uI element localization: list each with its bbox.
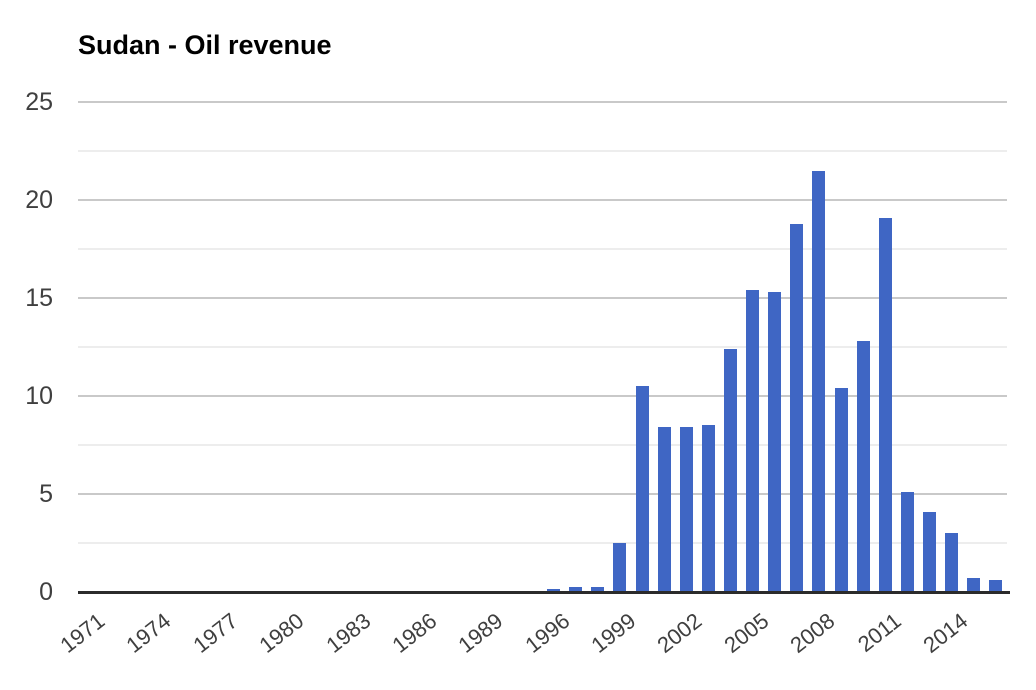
bar-2014 <box>945 533 959 592</box>
x-axis-tick-label: 1989 <box>453 608 508 658</box>
gridline-major <box>78 395 1007 397</box>
gridline-minor <box>78 150 1007 152</box>
y-axis-tick-label: 25 <box>25 88 53 116</box>
y-axis-tick-label: 0 <box>39 578 53 606</box>
bar-1999 <box>613 543 627 592</box>
y-axis-tick-label: 5 <box>39 480 53 508</box>
gridline-major <box>78 493 1007 495</box>
gridline-minor <box>78 542 1007 544</box>
x-axis-tick-label: 1980 <box>254 608 309 658</box>
x-axis-tick-label: 2005 <box>719 608 774 658</box>
x-axis-tick-label: 1983 <box>320 608 375 658</box>
chart-title: Sudan - Oil revenue <box>78 30 332 60</box>
x-axis-tick-label: 2011 <box>853 608 906 657</box>
gridline-minor <box>78 346 1007 348</box>
bar-2002 <box>679 427 693 592</box>
gridline-major <box>78 297 1007 299</box>
bar-2000 <box>635 386 649 592</box>
bar-2007 <box>790 223 804 592</box>
bar-2005 <box>746 290 760 592</box>
bar-1997 <box>569 587 583 592</box>
bar-2006 <box>768 292 782 592</box>
x-axis-tick-label: 1986 <box>387 608 442 658</box>
bar-2015 <box>967 578 981 592</box>
bar-2016 <box>989 580 1003 592</box>
x-axis-tick-label: 1971 <box>55 608 110 658</box>
bar-2009 <box>834 388 848 592</box>
bar-2011 <box>878 217 892 592</box>
x-axis-tick-label: 1977 <box>188 608 243 658</box>
y-axis-tick-label: 10 <box>25 382 53 410</box>
bar-2008 <box>812 170 826 592</box>
bar-1998 <box>591 587 605 592</box>
gridline-minor <box>78 248 1007 250</box>
bar-2004 <box>724 348 737 592</box>
x-axis-tick-label: 2014 <box>918 608 973 658</box>
y-axis-tick-label: 20 <box>25 186 53 214</box>
x-axis-line <box>78 591 1010 594</box>
gridline-major <box>78 199 1007 201</box>
gridline-minor <box>78 444 1007 446</box>
x-axis-tick-label: 2002 <box>652 608 707 658</box>
bar-1996 <box>547 589 561 592</box>
bar-2012 <box>900 492 914 592</box>
x-axis-tick-label: 2008 <box>785 608 840 658</box>
x-axis-tick-label: 1996 <box>519 608 574 658</box>
x-axis-tick-label: 1999 <box>586 608 641 658</box>
gridline-major <box>78 101 1007 103</box>
bar-2003 <box>701 425 715 592</box>
bar-2010 <box>856 341 870 592</box>
bar-2001 <box>657 427 671 592</box>
x-axis-tick-label: 1974 <box>121 608 176 658</box>
bar-2013 <box>923 511 937 592</box>
y-axis-tick-label: 15 <box>25 284 53 312</box>
